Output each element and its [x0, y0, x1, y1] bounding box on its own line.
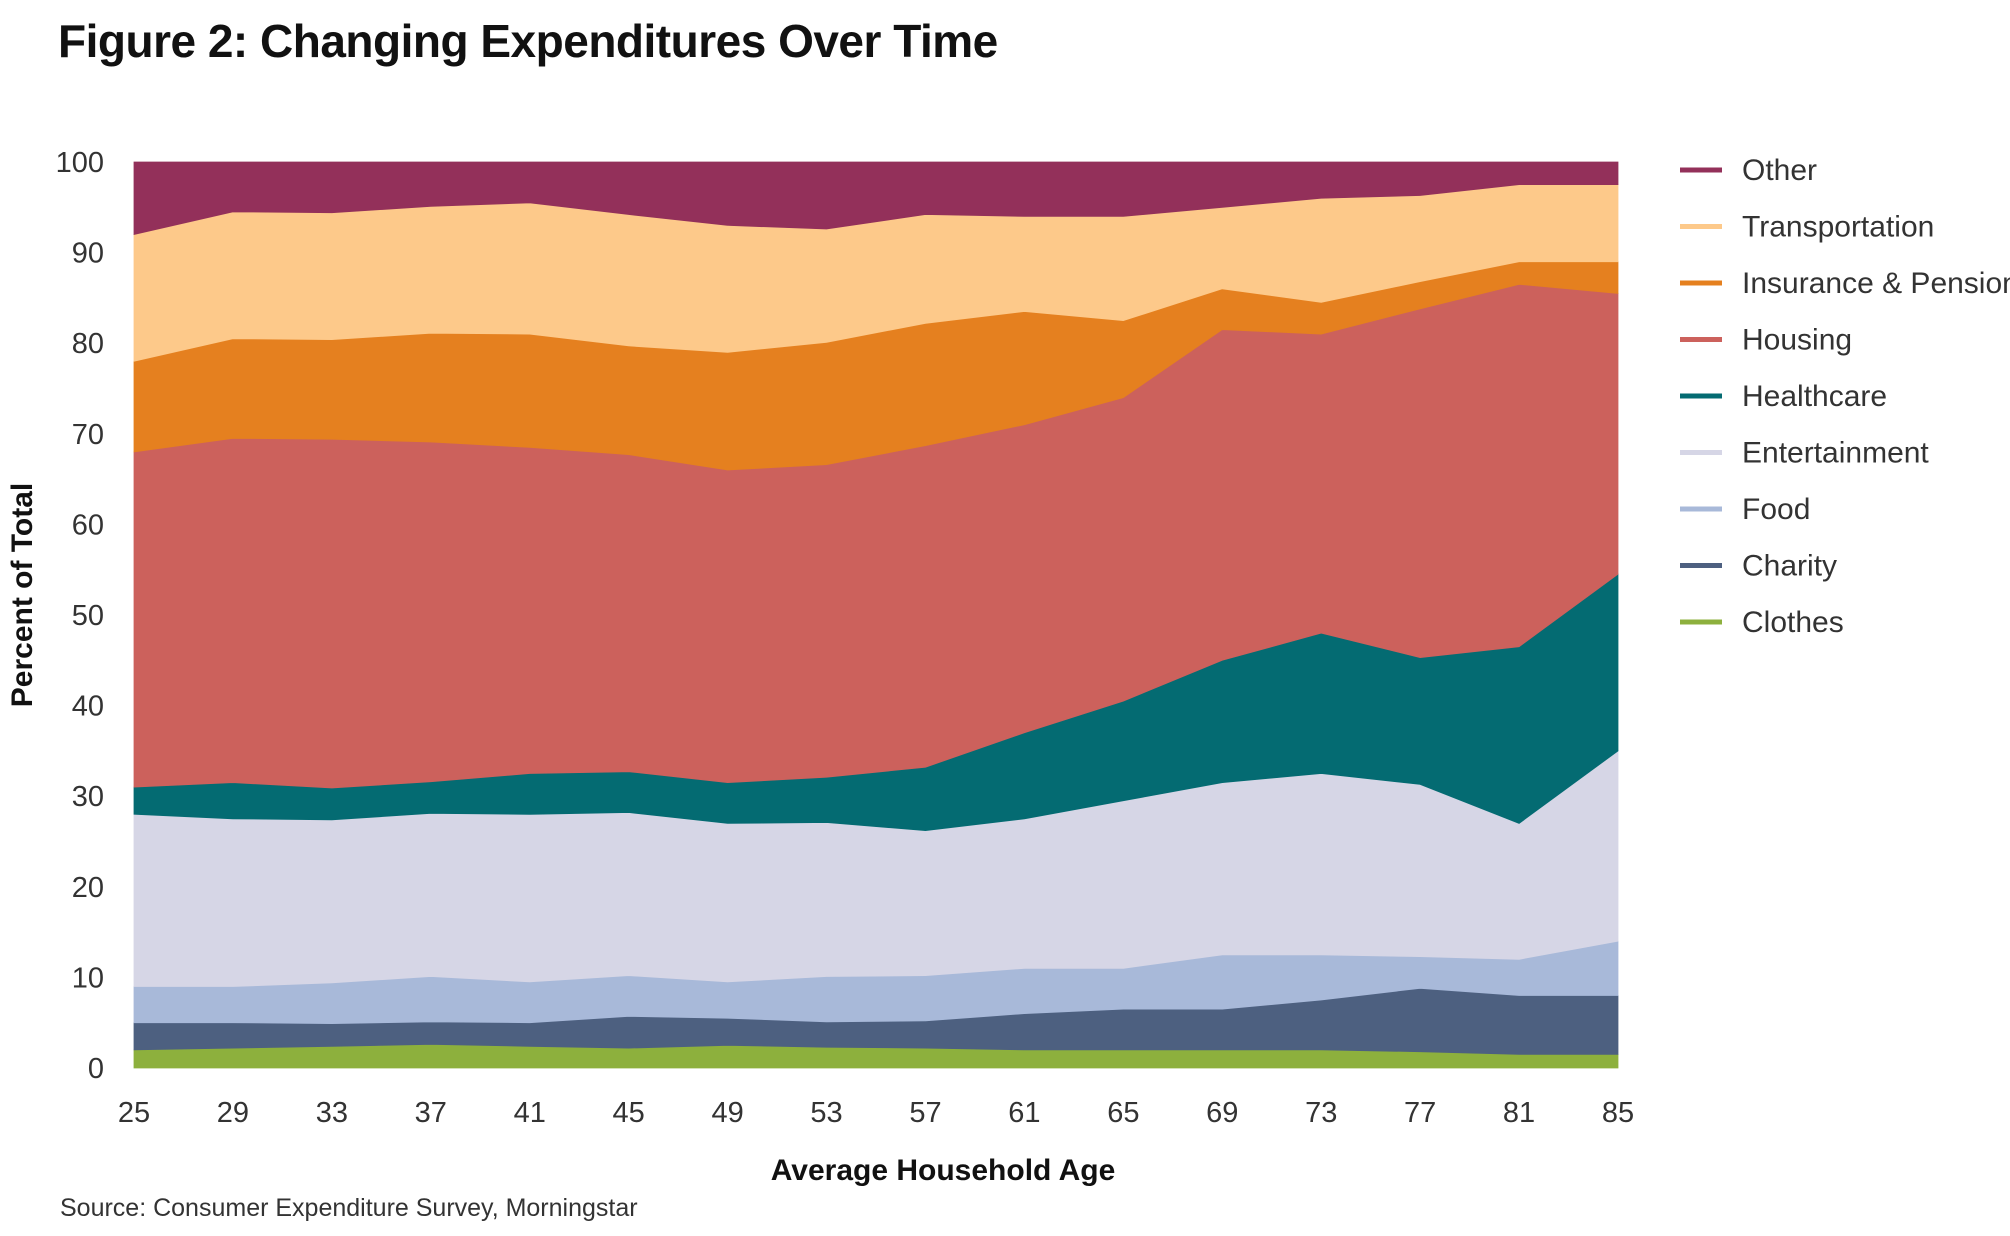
- y-tick-label: 40: [72, 691, 104, 723]
- legend-label: Clothes: [1742, 606, 1844, 639]
- x-tick-label: 25: [118, 1097, 150, 1129]
- legend-label: Transportation: [1742, 211, 1934, 244]
- legend-item-charity: Charity: [1680, 550, 1837, 583]
- legend-item-healthcare: Healthcare: [1680, 380, 1887, 413]
- legend-item-transportation: Transportation: [1680, 211, 1934, 244]
- x-tick-label: 65: [1107, 1097, 1139, 1129]
- y-tick-label: 0: [88, 1053, 104, 1085]
- x-tick-label: 77: [1404, 1097, 1436, 1129]
- x-tick-label: 37: [415, 1097, 447, 1129]
- x-tick-label: 57: [909, 1097, 941, 1129]
- y-tick-label: 100: [56, 147, 104, 179]
- x-tick-label: 53: [810, 1097, 842, 1129]
- source-note: Source: Consumer Expenditure Survey, Mor…: [60, 1194, 638, 1222]
- x-tick-label: 41: [514, 1097, 546, 1129]
- legend-label: Healthcare: [1742, 380, 1887, 413]
- y-axis-ticks: 0 10 20 30 40 50 60 70 80 90 100: [56, 147, 104, 1085]
- x-tick-label: 73: [1305, 1097, 1337, 1129]
- legend-item-clothes: Clothes: [1680, 606, 1844, 639]
- y-axis-title: Percent of Total: [6, 483, 39, 707]
- legend-label: Entertainment: [1742, 437, 1929, 470]
- legend-label: Housing: [1742, 324, 1852, 357]
- x-axis-ticks: 25 29 33 37 41 45 49 53 57 61 65 69 73 77 81 85: [118, 1097, 1634, 1129]
- legend-item-entertainment: Entertainment: [1680, 437, 1929, 470]
- y-tick-label: 80: [72, 328, 104, 360]
- legend-item-food: Food: [1680, 493, 1810, 526]
- legend-label: Charity: [1742, 550, 1837, 583]
- figure-title: Figure 2: Changing Expenditures Over Tim…: [58, 15, 998, 67]
- legend-label: Insurance & Pensions: [1742, 267, 2010, 300]
- y-tick-label: 70: [72, 419, 104, 451]
- x-tick-label: 85: [1602, 1097, 1634, 1129]
- legend-item-insurance-and-pensions: Insurance & Pensions: [1680, 267, 2010, 300]
- x-tick-label: 69: [1206, 1097, 1238, 1129]
- legend-item-housing: Housing: [1680, 324, 1852, 357]
- x-tick-label: 33: [316, 1097, 348, 1129]
- legend-label: Other: [1742, 154, 1817, 187]
- y-tick-label: 50: [72, 600, 104, 632]
- x-axis-title: Average Household Age: [771, 1154, 1116, 1187]
- y-tick-label: 30: [72, 781, 104, 813]
- y-tick-label: 10: [72, 962, 104, 994]
- x-tick-label: 81: [1503, 1097, 1535, 1129]
- legend: Other Transportation Insurance & Pensions H…: [1680, 154, 2010, 639]
- area-other: [133, 161, 1619, 236]
- chart-areas: [133, 161, 1619, 1069]
- x-tick-label: 49: [711, 1097, 743, 1129]
- legend-item-other: Other: [1680, 154, 1817, 187]
- y-tick-label: 60: [72, 509, 104, 541]
- y-tick-label: 20: [72, 872, 104, 904]
- x-tick-label: 61: [1008, 1097, 1040, 1129]
- x-tick-label: 29: [217, 1097, 249, 1129]
- x-tick-label: 45: [613, 1097, 645, 1129]
- y-tick-label: 90: [72, 238, 104, 270]
- legend-label: Food: [1742, 493, 1810, 526]
